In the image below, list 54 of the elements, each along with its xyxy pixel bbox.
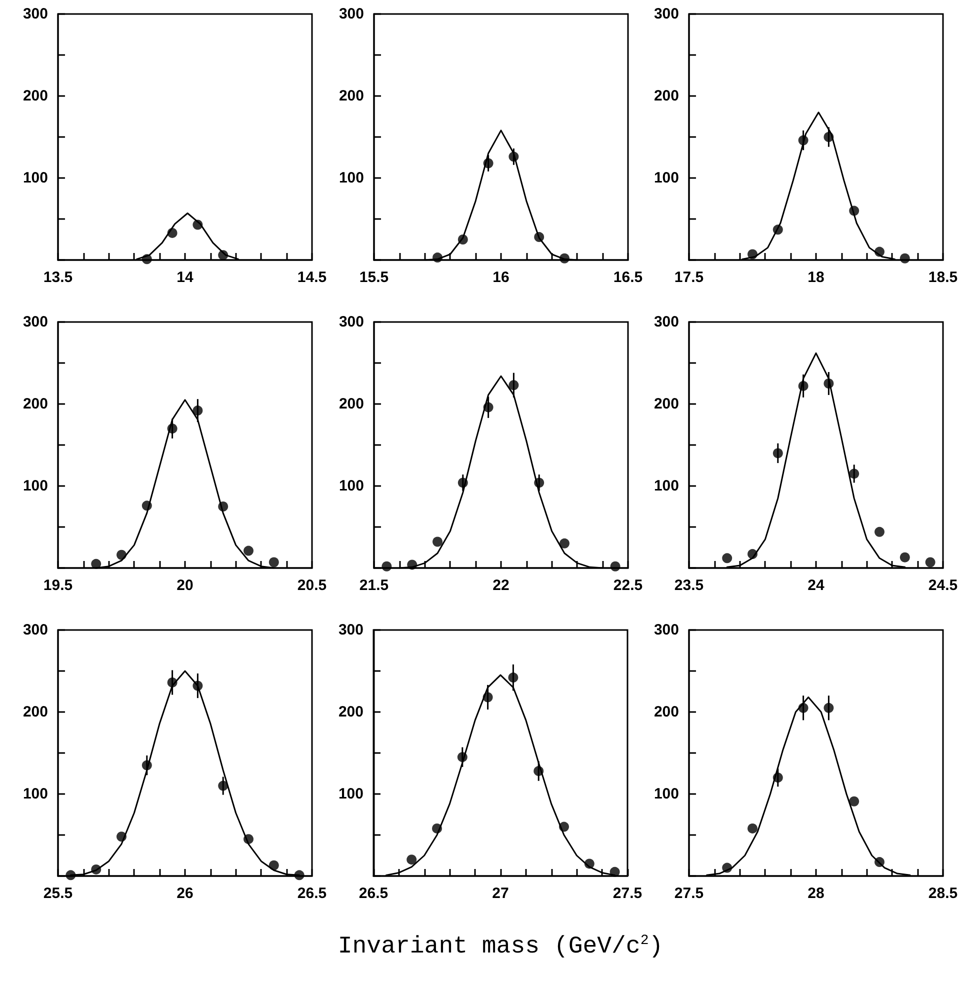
y-tick-label: 300 [654, 314, 679, 330]
y-tick-label: 300 [338, 622, 364, 638]
y-tick-label: 300 [22, 314, 48, 330]
y-tick-label: 200 [654, 396, 679, 412]
x-tick-label: 25.5 [43, 885, 73, 902]
y-tick-label: 200 [338, 88, 364, 104]
x-tick-label: 16.5 [612, 269, 642, 286]
x-tick-label: 14.5 [297, 269, 327, 286]
x-tick-label: 22.5 [612, 577, 642, 594]
y-tick-label: 100 [338, 478, 364, 494]
y-tick-label: 100 [338, 170, 364, 186]
y-tick-label: 300 [22, 6, 48, 22]
x-tick-label: 16 [492, 269, 509, 286]
x-tick-label: 21.5 [358, 577, 388, 594]
x-tick-label: 28 [808, 885, 824, 902]
x-tick-label: 27 [492, 885, 509, 902]
x-tick-label: 22 [492, 577, 509, 594]
y-tick-label: 100 [338, 786, 364, 802]
y-tick-label: 200 [654, 704, 679, 720]
x-tick-label: 26 [176, 885, 194, 902]
y-tick-label: 200 [22, 88, 48, 104]
y-tick-label: 100 [654, 478, 679, 494]
x-tick-label: 23.5 [674, 577, 704, 594]
y-tick-label: 300 [654, 622, 679, 638]
y-tick-label: 100 [654, 786, 679, 802]
y-tick-label: 200 [338, 704, 364, 720]
x-tick-label: 17.5 [674, 269, 704, 286]
x-tick-label: 14 [176, 269, 194, 286]
x-tick-label: 20.5 [297, 577, 327, 594]
y-tick-label: 200 [22, 396, 48, 412]
y-tick-label: 200 [22, 704, 48, 720]
x-tick-label: 19.5 [43, 577, 73, 594]
x-tick-label: 27.5 [674, 885, 704, 902]
x-tick-label: 18 [808, 269, 824, 286]
x-tick-label: 28.5 [928, 885, 958, 902]
y-tick-label: 100 [22, 478, 48, 494]
x-tick-label: 26.5 [358, 885, 388, 902]
x-tick-label: 15.5 [358, 269, 388, 286]
x-tick-label: 18.5 [928, 269, 958, 286]
x-tick-label: 24 [808, 577, 825, 594]
x-tick-label: 13.5 [43, 269, 73, 286]
y-tick-label: 200 [338, 396, 364, 412]
y-tick-label: 300 [338, 314, 364, 330]
x-tick-label: 26.5 [297, 885, 327, 902]
x-tick-label: 24.5 [928, 577, 958, 594]
x-tick-label: 20 [176, 577, 194, 594]
y-tick-label: 100 [654, 170, 679, 186]
y-tick-label: 200 [654, 88, 679, 104]
y-tick-label: 100 [22, 786, 48, 802]
x-tick-label: 27.5 [612, 885, 642, 902]
y-tick-label: 300 [22, 622, 48, 638]
y-tick-label: 100 [22, 170, 48, 186]
y-tick-label: 300 [654, 6, 679, 22]
y-tick-label: 300 [338, 6, 364, 22]
